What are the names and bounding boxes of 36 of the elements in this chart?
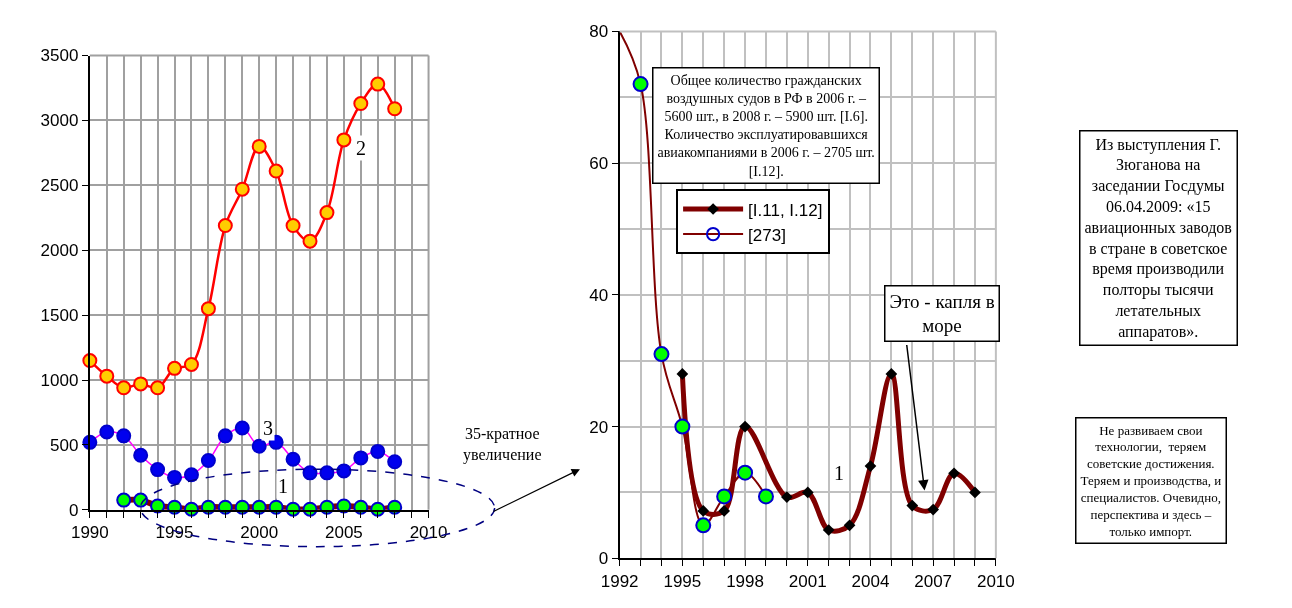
annotation: 1 — [278, 475, 288, 497]
x-tick-label: 2005 — [324, 523, 363, 543]
y-tick-label: 1000 — [40, 370, 79, 390]
y-tick-label: 1500 — [40, 306, 79, 326]
annotation: 3 — [263, 417, 273, 439]
annotation: 1 — [834, 462, 844, 484]
x-tick-label: 1992 — [600, 571, 639, 591]
y-tick-label: 0 — [598, 549, 609, 569]
y-tick-label: 0 — [68, 500, 79, 520]
y-tick-label: 20 — [589, 417, 609, 437]
y-tick-label: 2000 — [40, 241, 79, 261]
y-tick-label: 2500 — [40, 176, 79, 196]
annotation: 2 — [356, 137, 366, 159]
x-tick-label: 2010 — [976, 571, 1015, 591]
legend-label: [I.11, I.12] — [748, 200, 823, 220]
y-tick-label: 60 — [589, 154, 609, 174]
x-tick-label: 2007 — [914, 571, 953, 591]
y-tick-label: 40 — [589, 285, 609, 305]
text: Не развиваем свои технологии, теряем советские достижения. Теряем и производства, и специалистов. Очевидно, перспектива и здесь – только импорт. — [1080, 422, 1222, 539]
y-tick-label: 3000 — [40, 111, 79, 131]
x-tick-label: 1990 — [70, 523, 109, 543]
text: Из выступления Г. Зюганова на заседании Госдумы 06.04.2009: «15 авиационных заводов в стране в советское время производили полторы тысячи летательных аппаратов». — [1084, 135, 1232, 340]
x-tick-label: 1995 — [663, 571, 702, 591]
y-tick-label: 3500 — [40, 46, 79, 66]
y-tick-label: 80 — [589, 22, 609, 42]
x-tick-label: 2000 — [240, 523, 279, 543]
annotation: Общее количество гражданских воздушных судов в РФ в 2006 г. – 5600 шт., в 2008 г. – 5900 шт. [I.6]. Количество эксплуатировавшихся авиакомпаниями в 2006 г. – 2705 шт. [I.12]. — [657, 72, 875, 179]
annotation: Это - капля в море — [889, 290, 995, 337]
x-tick-label: 1998 — [726, 571, 764, 591]
text: 35-кратное увеличение — [463, 425, 542, 464]
x-tick-label: 2010 — [409, 523, 448, 543]
x-tick-label: 2004 — [851, 571, 890, 591]
x-tick-label: 2001 — [788, 571, 827, 591]
x-tick-label: 1995 — [155, 523, 194, 543]
y-tick-label: 500 — [50, 435, 79, 455]
legend-label: [273] — [748, 225, 786, 245]
